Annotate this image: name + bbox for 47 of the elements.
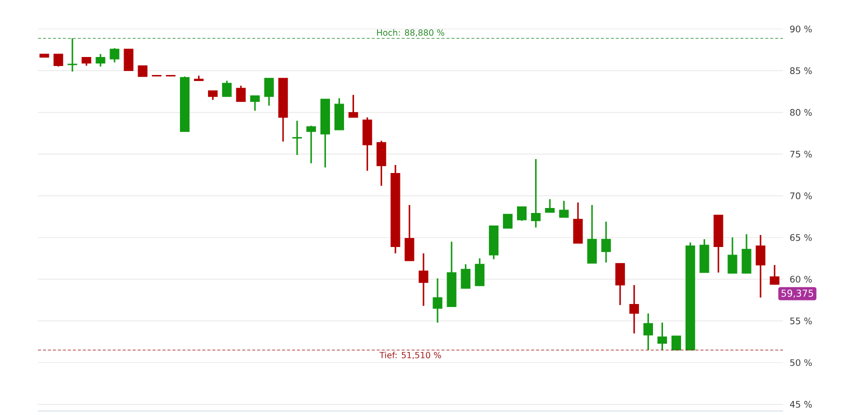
candlestick — [559, 200, 569, 218]
candlestick — [124, 48, 134, 71]
candlestick — [545, 198, 555, 214]
candlestick — [531, 158, 541, 228]
y-tick-label: 80 % — [790, 109, 812, 116]
candlestick — [502, 214, 513, 229]
candlestick — [264, 77, 274, 106]
y-tick-label: 55 % — [790, 318, 812, 324]
candlestick — [208, 90, 218, 101]
candlestick — [292, 120, 302, 156]
candlestick — [348, 94, 358, 118]
candlestick — [657, 322, 668, 351]
candlestick — [250, 94, 260, 112]
y-tick-label: 85 % — [790, 67, 812, 74]
candlestick — [770, 264, 780, 286]
candlestick — [222, 80, 232, 98]
y-tick-label: 60 % — [790, 276, 812, 283]
candlestick — [460, 263, 470, 290]
ref-line-label: Tief: 51,510 % — [379, 352, 442, 360]
candlestick — [728, 236, 738, 274]
candlestick — [376, 140, 386, 187]
candlestick — [404, 204, 414, 262]
candlestick — [306, 124, 316, 164]
y-tick-label: 90 % — [790, 26, 812, 32]
candlestick — [615, 262, 625, 306]
y-tick-label: 75 % — [790, 150, 812, 158]
y-tick-label: 45 % — [790, 400, 812, 408]
y-tick-label: 65 % — [790, 234, 812, 241]
y-tick-label: 50 % — [790, 359, 812, 366]
candlestick — [68, 38, 78, 72]
ref-line-label: Hoch: 88,880 % — [377, 29, 444, 37]
candlestick — [671, 335, 682, 351]
candlestick — [96, 53, 106, 68]
candlestick — [756, 234, 766, 298]
candlestick — [474, 258, 484, 287]
candlestick — [236, 84, 246, 102]
candlestick — [517, 206, 527, 222]
y-tick-label: 70 % — [790, 192, 812, 200]
candlestick — [110, 47, 120, 64]
candlestick — [432, 278, 442, 324]
annotation: 59,375 — [782, 290, 814, 298]
candlestick — [138, 65, 148, 77]
candlestick — [629, 284, 639, 334]
candlestick — [643, 312, 653, 351]
candlestick — [54, 53, 64, 68]
candlestick — [418, 252, 428, 307]
candlestick — [601, 220, 611, 264]
